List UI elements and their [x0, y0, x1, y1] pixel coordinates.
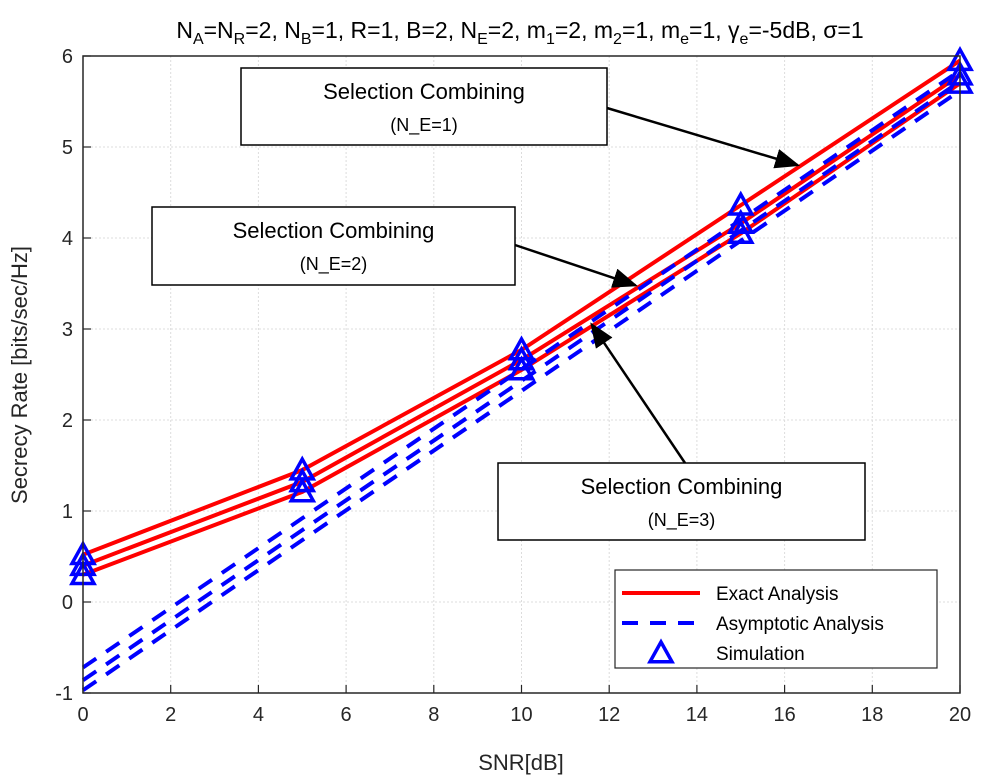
x-tick-label: 2 [165, 704, 176, 726]
y-tick-label: 4 [62, 228, 73, 250]
legend-box [614, 569, 938, 669]
annotation-subtitle: (N_E=2) [300, 254, 368, 275]
annotation-arrow [514, 243, 638, 288]
simulation-triangle-marker [507, 345, 536, 371]
simulation-triangle-marker [726, 218, 755, 244]
x-tick-label: 6 [341, 704, 352, 726]
legend-label: Asymptotic Analysis [716, 614, 884, 635]
simulation-markers [69, 45, 974, 586]
simulation-triangle-marker [507, 355, 536, 381]
asymptotic-analysis-line [81, 68, 962, 670]
y-tick-label: -1 [55, 683, 73, 705]
x-tick-label: 4 [253, 704, 264, 726]
annotation-arrow [606, 106, 801, 169]
legend: Exact Analysis Asymptotic Analysis Simulat… [614, 569, 938, 669]
x-tick-label: 10 [510, 704, 532, 726]
simulation-triangle-marker [647, 638, 675, 664]
annotation-box [497, 462, 866, 541]
asymptotic-analysis-line [81, 79, 962, 682]
x-tick-label: 18 [861, 704, 883, 726]
x-tick-label: 16 [773, 704, 795, 726]
y-tick-label: 6 [62, 46, 73, 68]
asymptotic-analysis-line [81, 88, 962, 692]
simulation-triangle-marker [288, 467, 317, 493]
annotation-arrow [590, 322, 687, 464]
chart-title: NA=NR=2, NB=1, R=1, B=2, NE=2, m1=2, m2=… [176, 17, 863, 48]
legend-label: Exact Analysis [716, 584, 839, 605]
y-tick-label: 3 [62, 319, 73, 341]
y-tick-label: 0 [62, 592, 73, 614]
annotation-subtitle: (N_E=1) [390, 115, 458, 136]
annotation-title: Selection Combining [323, 79, 525, 104]
legend-label: Simulation [716, 644, 805, 665]
annotation-subtitle: (N_E=3) [648, 510, 716, 531]
y-axis-label: Secrecy Rate [bits/sec/Hz] [7, 246, 32, 504]
simulation-triangle-marker [288, 477, 317, 503]
annotations: Selection Combining (N_E=1) Selection Comb… [151, 67, 866, 541]
y-tick-label: 5 [62, 137, 73, 159]
annotation-title: Selection Combining [581, 474, 783, 499]
simulation-triangle-marker [726, 208, 755, 234]
plot-frame [82, 55, 961, 694]
annotation-box [151, 206, 516, 286]
x-axis-label: SNR[dB] [478, 750, 564, 775]
annotation-title: Selection Combining [233, 218, 435, 243]
x-tick-label: 14 [686, 704, 708, 726]
x-tick-label: 8 [428, 704, 439, 726]
annotation-box [240, 67, 608, 146]
x-tick-label: 0 [77, 704, 88, 726]
x-tick-label: 12 [598, 704, 620, 726]
x-tick-label: 20 [949, 704, 971, 726]
y-tick-label: 2 [62, 410, 73, 432]
y-tick-label: 1 [62, 501, 73, 523]
